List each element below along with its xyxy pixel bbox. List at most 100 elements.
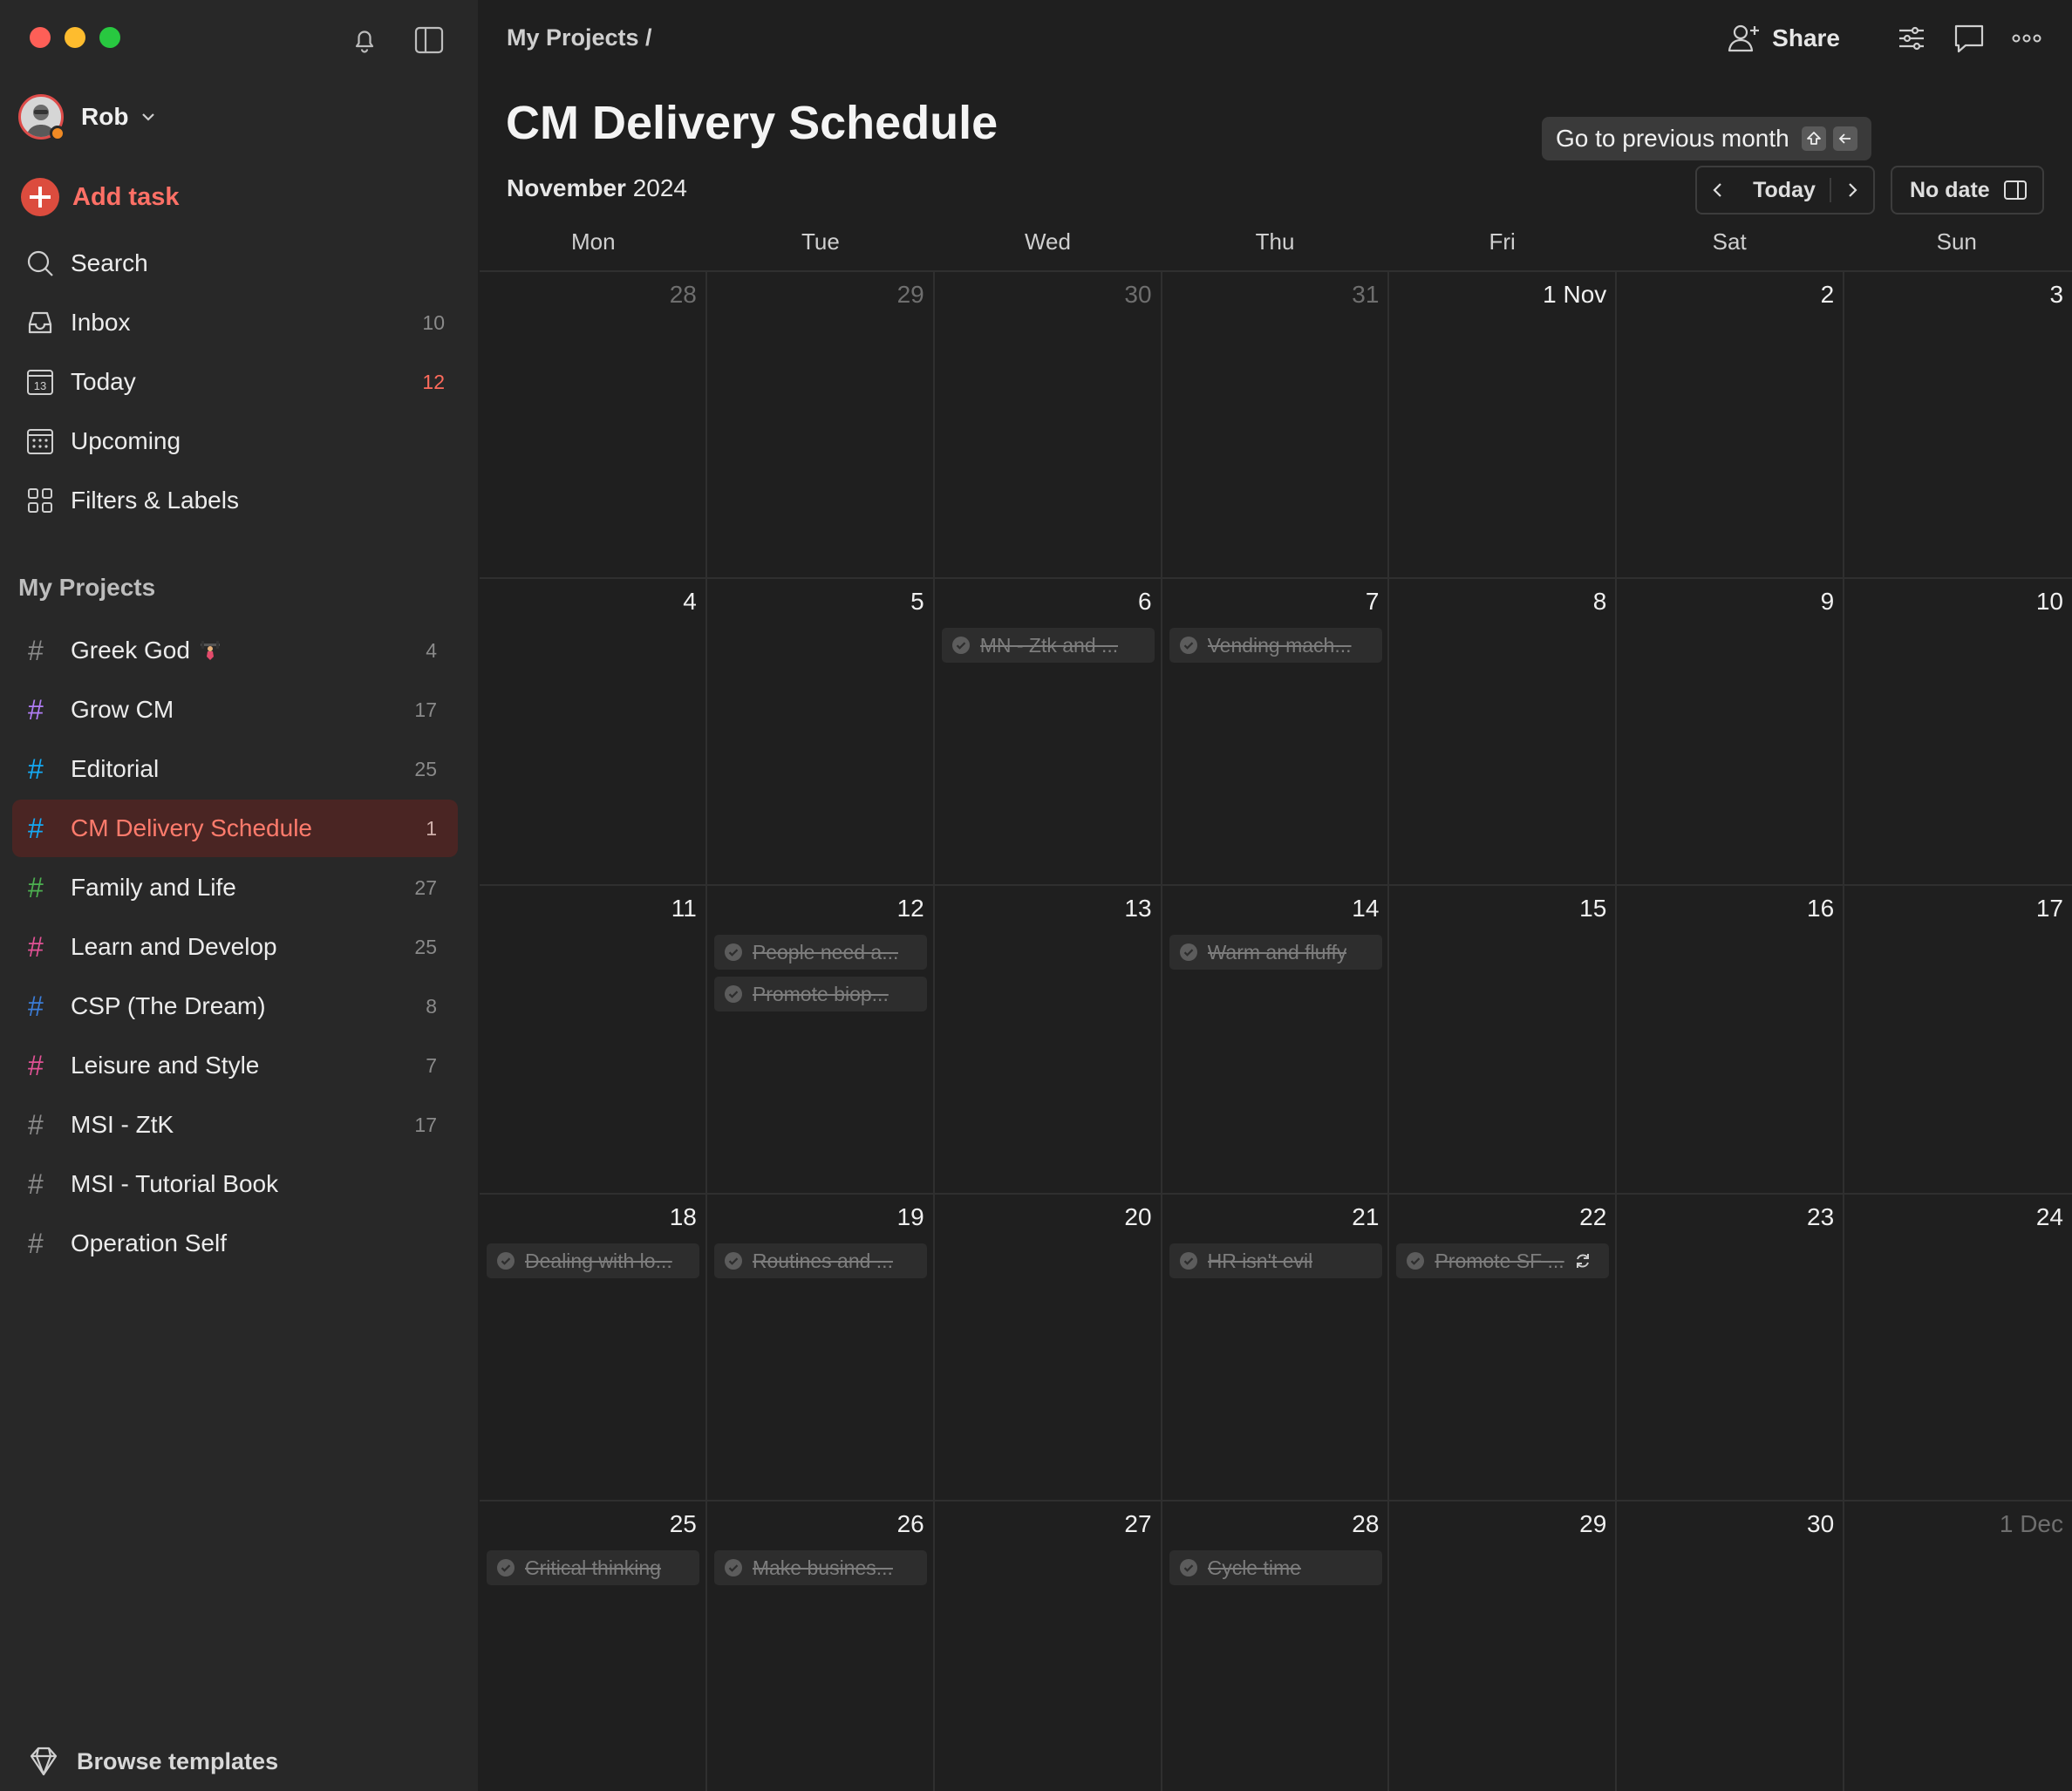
add-task-button[interactable]: Add task [21,178,179,216]
checkmark-circle-icon[interactable] [723,942,744,963]
calendar-day-cell[interactable]: 1 Dec [1844,1502,2072,1791]
browse-templates-button[interactable]: Browse templates [24,1742,278,1781]
user-menu[interactable]: Rob [18,94,158,141]
sidebar-toggle-icon[interactable] [412,23,446,58]
checkmark-circle-icon[interactable] [723,1250,744,1271]
checkmark-circle-icon[interactable] [1178,635,1199,656]
project-item[interactable]: # Family and Life 27 [12,859,458,916]
project-item[interactable]: # CSP (The Dream) 8 [12,977,458,1035]
calendar-day-cell[interactable]: 3 [1844,272,2072,577]
close-window-button[interactable] [30,27,51,48]
calendar-day-cell[interactable]: 26 Make busines... [707,1502,935,1791]
calendar-day-cell[interactable]: 8 [1389,579,1618,884]
breadcrumb[interactable]: My Projects / [507,24,652,51]
day-number: 28 [1352,1510,1380,1537]
sidebar-item-search[interactable]: Search [0,237,478,289]
calendar-day-cell[interactable]: 27 [935,1502,1162,1791]
calendar-day-cell[interactable]: 17 [1844,886,2072,1193]
share-button[interactable]: Share [1725,21,1840,56]
project-name: Editorial [71,755,160,782]
previous-month-button[interactable] [1697,167,1739,213]
checkmark-circle-icon[interactable] [951,635,971,656]
sidebar-item-filters-labels[interactable]: Filters & Labels [0,474,478,527]
checkmark-circle-icon[interactable] [723,984,744,1004]
completed-task-chip[interactable]: Vending mach... [1169,628,1382,663]
completed-task-chip[interactable]: Dealing with lo... [487,1243,699,1278]
checkmark-circle-icon[interactable] [1405,1250,1426,1271]
checkmark-circle-icon[interactable] [1178,1557,1199,1578]
calendar-day-cell[interactable]: 22 Promote SF ... [1389,1195,1618,1500]
completed-task-chip[interactable]: Warm and fluffy [1169,935,1382,970]
checkmark-circle-icon[interactable] [495,1250,516,1271]
calendar-day-cell[interactable]: 29 [1389,1502,1618,1791]
projects-section-title[interactable]: My Projects [18,574,156,601]
day-number: 8 [1592,588,1607,615]
calendar-day-cell[interactable]: 6 MN - Ztk and ... [935,579,1162,884]
calendar-day-cell[interactable]: 4 [480,579,707,884]
completed-task-chip[interactable]: Make busines... [713,1550,927,1585]
checkmark-circle-icon[interactable] [1178,942,1199,963]
calendar-day-cell[interactable]: 24 [1844,1195,2072,1500]
calendar-day-cell[interactable]: 2 [1617,272,1845,577]
project-item[interactable]: # Grow CM 17 [12,681,458,739]
calendar-day-cell[interactable]: 19 Routines and ... [707,1195,935,1500]
completed-task-chip[interactable]: Critical thinking [487,1550,699,1585]
completed-task-chip[interactable]: Promote SF ... [1396,1243,1610,1278]
bell-icon[interactable] [347,23,382,58]
completed-task-chip[interactable]: People need a... [713,935,927,970]
sidebar-item-upcoming[interactable]: Upcoming [0,415,478,467]
no-date-button[interactable]: No date [1891,166,2044,215]
calendar-day-cell[interactable]: 31 [1162,272,1390,577]
tooltip-text: Go to previous month [1556,125,1789,152]
calendar-day-cell[interactable]: 18 Dealing with lo... [480,1195,707,1500]
calendar-day-cell[interactable]: 30 [935,272,1162,577]
calendar-day-cell[interactable]: 29 [707,272,935,577]
completed-task-chip[interactable]: MN - Ztk and ... [941,628,1155,663]
calendar-day-cell[interactable]: 7 Vending mach... [1162,579,1390,884]
calendar-day-cell[interactable]: 10 [1844,579,2072,884]
calendar-day-cell[interactable]: 9 [1617,579,1845,884]
today-button[interactable]: Today [1739,178,1831,202]
completed-task-chip[interactable]: Routines and ... [713,1243,927,1278]
sidebar-item-label: Search [71,249,148,276]
calendar-day-cell[interactable]: 25 Critical thinking [480,1502,707,1791]
completed-task-chip[interactable]: Promote biop... [713,977,927,1011]
project-item[interactable]: # MSI - Tutorial Book [12,1155,458,1213]
calendar-day-cell[interactable]: 15 [1389,886,1618,1193]
checkmark-circle-icon[interactable] [1178,1250,1199,1271]
calendar-day-cell[interactable]: 21 HR isn't evil [1162,1195,1390,1500]
calendar-day-cell[interactable]: 12 People need a... Promote biop... [707,886,935,1193]
project-item[interactable]: # Learn and Develop 25 [12,918,458,976]
comment-icon[interactable] [1950,19,1988,58]
maximize-window-button[interactable] [99,27,120,48]
project-item[interactable]: # Operation Self [12,1215,458,1272]
calendar-day-cell[interactable]: 20 [935,1195,1162,1500]
checkmark-circle-icon[interactable] [723,1557,744,1578]
calendar-day-cell[interactable]: 28 Cycle time [1162,1502,1390,1791]
minimize-window-button[interactable] [65,27,85,48]
project-item[interactable]: # Editorial 25 [12,740,458,798]
project-item[interactable]: # CM Delivery Schedule 1 [12,800,458,857]
sidebar-item-inbox[interactable]: Inbox 10 [0,296,478,349]
more-options-icon[interactable] [2007,19,2046,58]
project-count: 1 [426,816,437,840]
completed-task-chip[interactable]: Cycle time [1169,1550,1382,1585]
next-month-button[interactable] [1831,167,1873,213]
calendar-day-cell[interactable]: 14 Warm and fluffy [1162,886,1390,1193]
calendar-day-cell[interactable]: 1 Nov [1389,272,1618,577]
project-item[interactable]: # MSI - ZtK 17 [12,1096,458,1154]
calendar-day-cell[interactable]: 11 [480,886,707,1193]
calendar-day-cell[interactable]: 28 [480,272,707,577]
project-item[interactable]: # Leisure and Style 7 [12,1037,458,1094]
completed-task-chip[interactable]: HR isn't evil [1169,1243,1382,1278]
view-options-icon[interactable] [1892,19,1931,58]
calendar-day-cell[interactable]: 16 [1617,886,1845,1193]
calendar-day-cell[interactable]: 30 [1617,1502,1845,1791]
calendar-day-cell[interactable]: 23 [1617,1195,1845,1500]
sidebar-item-today[interactable]: 13 Today 12 [0,356,478,408]
calendar-day-cell[interactable]: 5 [707,579,935,884]
calendar-day-cell[interactable]: 13 [935,886,1162,1193]
task-title: Dealing with lo... [525,1249,672,1272]
project-item[interactable]: # Greek God 4 [12,622,458,679]
checkmark-circle-icon[interactable] [495,1557,516,1578]
